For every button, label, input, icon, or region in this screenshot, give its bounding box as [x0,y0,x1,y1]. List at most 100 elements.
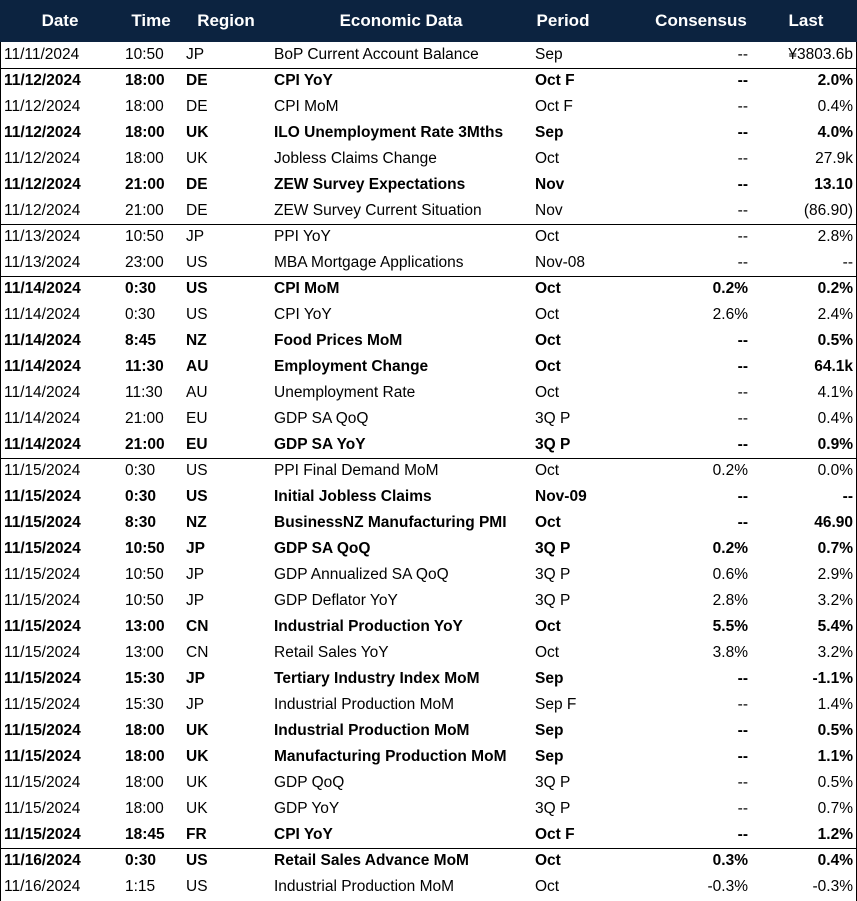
period-cell: Sep [535,124,564,141]
date-cell: 11/15/2024 [4,488,81,505]
time-cell: 0:30 [125,461,156,479]
date-cell: 11/15/2024 [4,566,81,583]
column-header: Economic Data [339,11,463,30]
consensus-cell: 0.3% [712,851,748,869]
date-cell: 11/12/2024 [4,176,81,193]
time-cell: 21:00 [125,410,164,427]
date-cell: 11/15/2024 [4,514,81,531]
last-cell: 0.5% [817,774,853,791]
period-cell: Nov [535,176,565,193]
consensus-cell: 0.2% [712,279,748,297]
economic-data-cell: ILO Unemployment Rate 3Mths [274,124,504,141]
last-cell: 2.8% [817,227,853,245]
time-cell: 18:00 [125,150,164,167]
column-header: Region [197,11,255,30]
consensus-cell: -- [737,696,748,713]
region-cell: UK [186,150,208,167]
time-cell: 11:30 [125,358,164,375]
region-cell: DE [186,202,208,219]
table-row: 11/16/2024 0:30 US Retail Sales Advance MoM… [0,848,857,875]
period-cell: Oct [535,514,561,531]
period-cell: Nov [535,202,563,219]
region-cell: NZ [186,514,207,531]
economic-data-cell: CPI MoM [274,279,340,297]
date-cell: 11/16/2024 [4,851,81,869]
date-cell: 11/15/2024 [4,826,81,843]
consensus-cell: -- [737,98,748,115]
consensus-cell: -- [737,254,748,271]
period-cell: Oct [535,644,560,661]
region-cell: AU [186,358,209,375]
period-cell: Sep [535,748,564,765]
date-cell: 11/15/2024 [4,670,81,687]
time-cell: 0:30 [125,306,156,323]
period-cell: Oct [535,878,560,895]
consensus-cell: -- [737,436,748,453]
region-cell: DE [186,98,208,115]
period-cell: Oct [535,618,561,635]
last-cell: -0.3% [812,878,854,895]
economic-data-cell: Industrial Production MoM [274,878,455,895]
table-row: 11/15/2024 18:00 UK GDP QoQ 3Q P -- 0.5% [0,770,857,796]
table-row: 11/14/2024 8:45 NZ Food Prices MoM Oct -- 0.5% [0,328,857,354]
last-cell: 0.9% [817,436,853,453]
period-cell: Oct [535,227,560,245]
economic-data-cell: Employment Change [274,358,429,375]
table-row: 11/15/2024 13:00 CN Industrial Production Y… [0,614,857,640]
time-cell: 18:00 [125,774,164,791]
table-row: 11/14/2024 21:00 EU GDP SA YoY 3Q P -- 0.9% [0,432,857,458]
period-cell: Oct F [535,826,575,843]
last-cell: 1.2% [817,826,853,843]
date-cell: 11/12/2024 [4,124,81,141]
table-row: 11/14/2024 0:30 US CPI MoM Oct 0.2% 0.2% [0,276,857,303]
consensus-cell: 0.2% [712,540,748,557]
last-cell: 13.10 [814,176,853,193]
period-cell: Oct [535,332,561,349]
date-cell: 11/15/2024 [4,461,81,479]
date-cell: 11/14/2024 [4,332,81,349]
time-cell: 15:30 [125,670,165,687]
consensus-cell: -- [737,332,748,349]
region-cell: JP [186,566,205,583]
last-cell: 0.5% [817,722,853,739]
date-cell: 11/12/2024 [4,71,81,89]
table-row: 11/15/2024 18:00 UK GDP YoY 3Q P -- 0.7% [0,796,857,822]
table-row: 11/12/2024 21:00 DE ZEW Survey Current Situ… [0,198,857,224]
period-cell: Nov-09 [535,488,587,505]
time-cell: 8:45 [125,332,157,349]
region-cell: UK [186,124,209,141]
last-cell: 4.1% [817,384,853,401]
date-cell: 11/16/2024 [4,878,81,895]
table-row: 11/12/2024 18:00 UK ILO Unemployment Rate 3… [0,120,857,146]
economic-data-cell: Industrial Production MoM [274,696,455,713]
table-row: 11/16/2024 1:15 US Industrial Production Mo… [0,874,857,900]
last-cell: 0.4% [817,98,853,115]
consensus-cell: -- [737,150,748,167]
region-cell: UK [186,748,209,765]
last-cell: 0.5% [817,332,853,349]
date-cell: 11/12/2024 [4,98,81,115]
consensus-cell: 2.8% [712,592,748,609]
date-cell: 11/14/2024 [4,410,81,427]
date-cell: 11/14/2024 [4,306,81,323]
date-cell: 11/14/2024 [4,358,81,375]
economic-data-cell: GDP Deflator YoY [274,592,398,609]
date-cell: 11/15/2024 [4,644,81,661]
last-cell: -- [842,488,853,505]
consensus-cell: 5.5% [712,618,748,635]
time-cell: 18:45 [125,826,165,843]
consensus-cell: -- [737,358,748,375]
last-cell: 27.9k [815,150,853,167]
consensus-cell: 3.8% [712,644,748,661]
economic-data-cell: Industrial Production MoM [274,722,470,739]
table-row: 11/12/2024 21:00 DE ZEW Survey Expectations… [0,172,857,198]
period-cell: Nov-08 [535,254,585,271]
economic-data-cell: GDP SA QoQ [274,410,369,427]
consensus-cell: -- [737,774,748,791]
last-cell: -- [842,254,853,271]
economic-data-cell: GDP QoQ [274,774,345,791]
last-cell: 2.4% [817,306,853,323]
region-cell: JP [186,227,205,245]
economic-data-cell: Jobless Claims Change [274,150,437,167]
economic-data-cell: CPI YoY [274,826,333,843]
